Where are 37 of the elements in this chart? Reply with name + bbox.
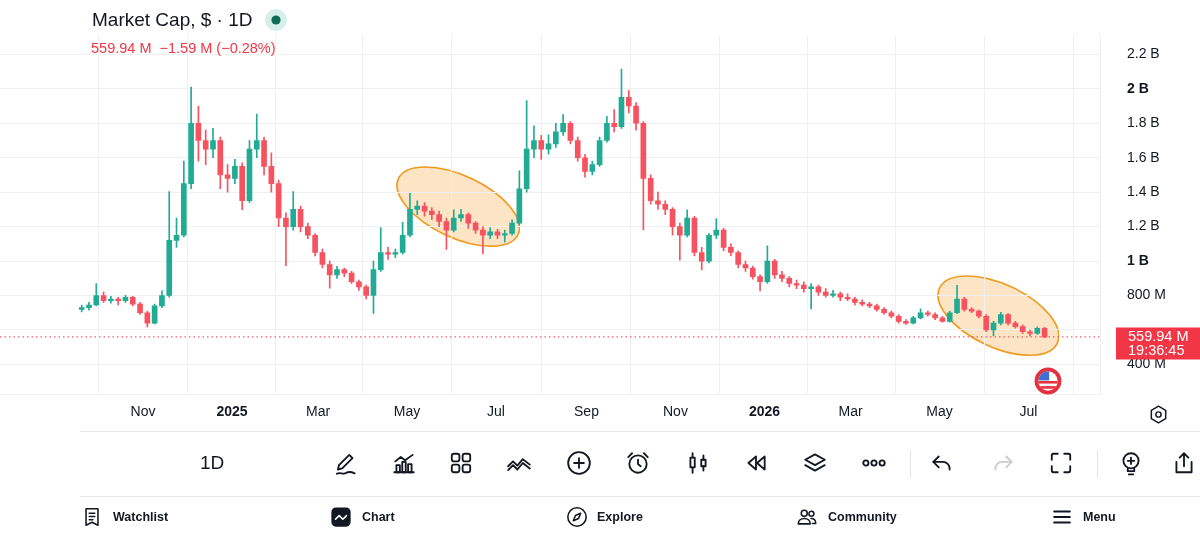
y-tick-label: 1.8 B [1127, 114, 1160, 131]
x-tick-label: Jul [1019, 402, 1038, 419]
y-tick-label: 1 B [1127, 251, 1149, 268]
chart-subtitle: 559.94 M −1.59 M (−0.28%) [91, 39, 276, 57]
candlestick [808, 283, 814, 310]
y-tick-label: 2.2 B [1127, 45, 1160, 62]
y-tick-label: 1.6 B [1127, 148, 1160, 165]
candlestick [385, 246, 391, 260]
y-tick-label: 1.4 B [1127, 183, 1160, 200]
candlestick [202, 129, 209, 165]
candlestick [283, 212, 289, 266]
candlestick [108, 296, 114, 304]
x-tick-label: Jul [487, 402, 505, 419]
x-tick-label: Nov [663, 402, 688, 419]
candlestick [611, 109, 618, 133]
text: Explore [597, 510, 643, 524]
text: Menu [1083, 510, 1116, 524]
x-tick-label: Mar [838, 402, 863, 419]
text: 1D [200, 452, 225, 474]
candlestick [253, 113, 260, 159]
chart-title: Market Cap, $ · 1D [92, 8, 253, 32]
x-tick-label: Sep [574, 402, 600, 419]
x-tick-label: May [393, 402, 421, 419]
text: 19:36:45 [1128, 341, 1185, 358]
x-tick-label: 2025 [216, 402, 248, 419]
x-tick-label: Mar [305, 402, 331, 419]
x-tick-label: May [926, 402, 953, 419]
y-tick-label: 2 B [1127, 79, 1149, 96]
text: Chart [362, 510, 395, 524]
x-tick-label: Nov [130, 402, 156, 419]
y-tick-label: 1.2 B [1127, 217, 1160, 234]
y-tick-label: 800 M [1127, 286, 1166, 303]
x-tick-label: 2026 [748, 402, 781, 419]
candlestick [480, 226, 486, 255]
ref-line-label: 559.94 M [1128, 327, 1189, 344]
text: Community [828, 510, 897, 524]
text: Watchlist [113, 510, 169, 524]
